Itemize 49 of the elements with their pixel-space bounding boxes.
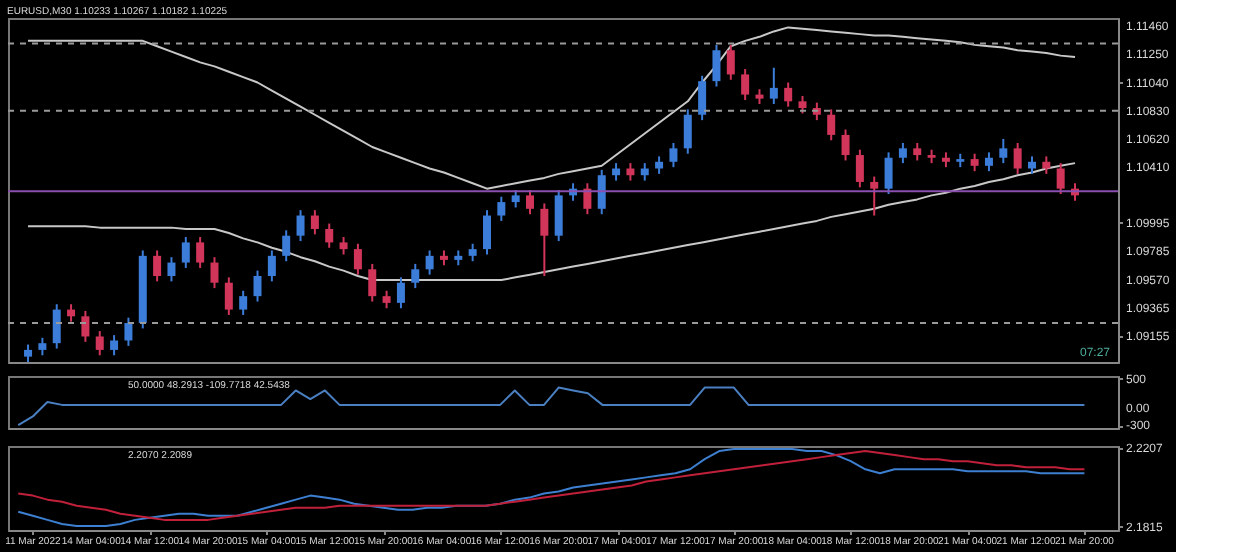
- candlestick: [267, 249, 276, 283]
- candlestick: [353, 242, 362, 276]
- candlestick: [999, 137, 1008, 165]
- candlestick: [769, 66, 778, 105]
- candlestick: [81, 309, 90, 343]
- candlestick: [52, 303, 61, 350]
- candlestick: [712, 43, 721, 88]
- candlestick: [726, 43, 735, 81]
- candlestick: [827, 108, 836, 142]
- candlestick: [741, 68, 750, 101]
- candlestick: [411, 262, 420, 290]
- candlestick: [224, 276, 233, 316]
- candlestick: [124, 316, 133, 347]
- candlestick: [325, 222, 334, 249]
- candlestick: [497, 195, 506, 222]
- candlestick: [368, 262, 377, 303]
- candlestick: [1013, 141, 1022, 175]
- candlestick: [396, 276, 405, 310]
- candlestick: [95, 330, 104, 357]
- candlestick: [855, 148, 864, 189]
- candlestick: [153, 249, 162, 283]
- candlestick: [554, 189, 563, 243]
- candlestick: [181, 236, 190, 269]
- candlestick: [196, 236, 205, 269]
- candlestick: [425, 249, 434, 276]
- line-series: [27, 26, 1077, 190]
- candlestick: [282, 229, 291, 263]
- candlestick: [841, 128, 850, 162]
- candlestick: [253, 269, 262, 303]
- candlestick: [597, 168, 606, 216]
- candlestick: [540, 202, 549, 277]
- candlestick: [482, 209, 491, 256]
- candlestick: [239, 289, 248, 316]
- candlestick: [526, 189, 535, 216]
- candlestick: [310, 209, 319, 236]
- candlestick: [210, 256, 219, 290]
- candlestick: [110, 334, 119, 357]
- candlestick: [1056, 162, 1065, 196]
- candlestick: [884, 151, 893, 196]
- candlestick: [698, 74, 707, 122]
- candlestick: [984, 151, 993, 173]
- candlestick: [669, 141, 678, 169]
- candlestick: [296, 209, 305, 243]
- candlestick: [683, 108, 692, 155]
- candlestick: [870, 175, 879, 217]
- candlestick: [784, 81, 793, 108]
- candlestick: [898, 141, 907, 165]
- line-series: [17, 386, 1086, 427]
- candlestick: [167, 256, 176, 283]
